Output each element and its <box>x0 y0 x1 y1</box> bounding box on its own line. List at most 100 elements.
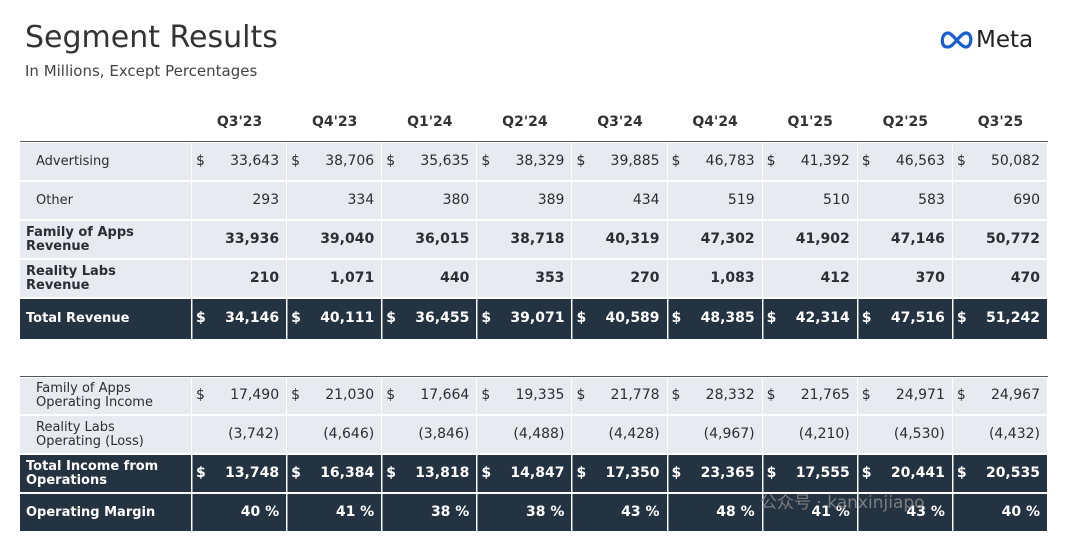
cell-bg <box>382 299 477 339</box>
cell-bg <box>762 416 857 453</box>
cell-value: (4,432) <box>988 425 1040 442</box>
cell-value: 434 <box>632 191 660 208</box>
cell-value: 21,765 <box>800 387 850 403</box>
cell-bg <box>857 182 952 219</box>
cell-value: 47,516 <box>890 310 945 326</box>
cell-bg <box>192 221 287 258</box>
cell-bg <box>572 378 667 414</box>
cell-value: 17,555 <box>795 464 850 481</box>
cell-bg <box>382 378 477 414</box>
cell-value: 13,748 <box>225 464 280 481</box>
cell-value: 510 <box>823 191 850 208</box>
cell-bg <box>382 182 477 219</box>
cell-bg <box>192 260 287 297</box>
row-label-cell <box>20 260 191 297</box>
column-header: Q4'24 <box>692 114 738 130</box>
currency-symbol: $ <box>291 464 301 481</box>
cell-value: 41 % <box>811 503 850 520</box>
cell-bg <box>952 416 1047 453</box>
cell-value: 20,535 <box>985 464 1040 481</box>
cell-bg <box>477 143 572 180</box>
cell-bg <box>952 260 1047 297</box>
cell-bg <box>572 260 667 297</box>
column-header: Q1'25 <box>787 114 833 130</box>
row-label-cell <box>20 416 191 453</box>
cell-value: 23,365 <box>700 464 755 481</box>
cell-value: 270 <box>630 269 660 286</box>
cell-bg <box>952 378 1047 414</box>
cell-value: 380 <box>442 191 470 208</box>
currency-symbol: $ <box>861 464 872 481</box>
cell-value: 41 % <box>335 503 375 520</box>
cell-value: 41,902 <box>795 230 850 247</box>
cell-bg <box>192 143 287 180</box>
currency-symbol: $ <box>576 310 587 326</box>
cell-bg <box>572 494 667 531</box>
cell-bg <box>667 378 762 414</box>
currency-symbol: $ <box>481 387 491 403</box>
currency-symbol: $ <box>196 387 205 403</box>
cell-value: 35,635 <box>420 152 470 169</box>
currency-symbol: $ <box>196 152 205 169</box>
cell-value: 36,015 <box>415 230 470 247</box>
cell-bg <box>667 299 762 339</box>
cell-value: 334 <box>347 191 375 208</box>
cell-value: 40,111 <box>320 310 375 326</box>
currency-symbol: $ <box>956 464 967 481</box>
cell-bg <box>477 416 572 453</box>
cell-bg <box>192 416 287 453</box>
cell-bg <box>762 143 857 180</box>
cell-value: 16,384 <box>320 464 375 481</box>
cell-value: (4,646) <box>323 425 375 442</box>
cell-bg <box>572 221 667 258</box>
cell-value: 39,071 <box>510 310 565 326</box>
cell-value: 20,441 <box>890 464 945 481</box>
cell-value: 17,664 <box>420 387 470 403</box>
cell-bg <box>952 299 1047 339</box>
cell-bg <box>192 378 287 414</box>
row-label-cell <box>20 378 191 414</box>
cell-value: 38,706 <box>325 152 375 169</box>
cell-bg <box>762 299 857 339</box>
cell-value: 24,967 <box>990 387 1040 403</box>
cell-bg <box>287 182 382 219</box>
row-label: Total Revenue <box>26 311 130 326</box>
cell-value: 28,332 <box>705 387 755 403</box>
row-label: Total Income from Operations <box>26 458 159 488</box>
cell-value: 38 % <box>526 503 565 520</box>
cell-bg <box>667 182 762 219</box>
cell-bg <box>762 221 857 258</box>
currency-symbol: $ <box>386 310 396 326</box>
cell-value: 14,847 <box>510 464 565 481</box>
cell-value: 24,971 <box>895 387 945 403</box>
cell-bg <box>192 455 287 492</box>
header-rule <box>20 376 1048 377</box>
cell-value: (4,530) <box>893 425 945 442</box>
column-header: Q3'23 <box>216 114 263 130</box>
cell-value: 1,071 <box>329 269 375 286</box>
currency-symbol: $ <box>291 310 301 326</box>
currency-symbol: $ <box>766 387 776 403</box>
cell-bg <box>952 494 1047 531</box>
cell-bg <box>287 494 382 531</box>
cell-value: (4,967) <box>703 425 755 442</box>
cell-value: 43 % <box>621 503 660 520</box>
cell-value: (4,210) <box>798 425 850 442</box>
row-label: Other <box>36 192 73 208</box>
cell-bg <box>762 182 857 219</box>
currency-symbol: $ <box>956 152 966 169</box>
cell-bg <box>857 221 952 258</box>
cell-value: 33,936 <box>225 230 280 247</box>
cell-bg <box>572 416 667 453</box>
cell-bg <box>952 455 1047 492</box>
row-label: Advertising <box>36 153 110 169</box>
meta-logo <box>940 31 973 49</box>
cell-bg <box>477 221 572 258</box>
cell-bg <box>192 494 287 531</box>
cell-bg <box>857 455 952 492</box>
currency-symbol: $ <box>576 387 586 403</box>
row-label-cell <box>20 299 191 339</box>
cell-bg <box>287 416 382 453</box>
cell-bg <box>382 455 477 492</box>
cell-bg <box>192 182 287 219</box>
